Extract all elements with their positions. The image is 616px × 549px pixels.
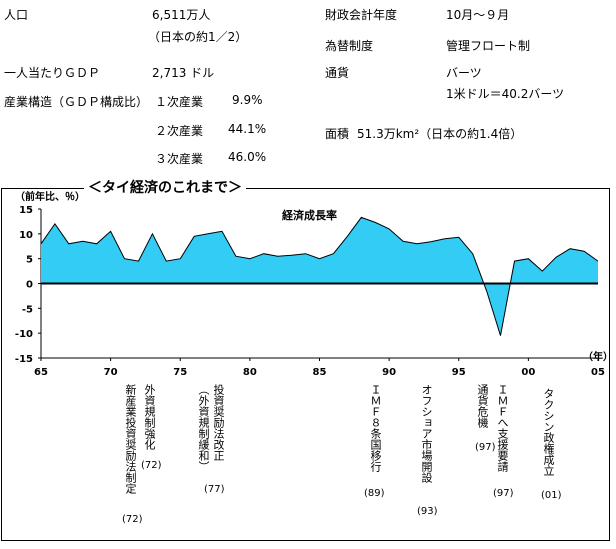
event-new-investment-law: 新産業投資奨励法制定 [124,384,137,494]
area-label: 面積 [325,127,350,141]
gdp-per-capita-value: 2,713 ドル [152,66,215,80]
x-tick-label: 70 [104,367,118,378]
event-imf-support-request-year: (97) [493,488,514,499]
event-currency-crisis: 通貨危機 [476,384,489,428]
event-investment-law-revision: 投資奨励法改正 [212,384,225,461]
gdp-per-capita-label: 一人当たりＧＤＰ [4,66,101,80]
growth-area [41,217,598,336]
x-tick-label: 90 [382,367,396,378]
event-investment-law-revision-year: (77) [204,484,225,495]
section-title: ＜タイ経済のこれまで＞ [84,177,246,197]
secondary-sector-label: ２次産業 [155,124,204,138]
x-tick-label: 95 [452,367,466,378]
exchange-regime-value: 管理フロート制 [446,39,531,53]
exchange-regime-label: 為替制度 [325,39,374,53]
secondary-sector-share: 44.1% [228,122,267,136]
event-thaksin-government: タクシン政権成立 [542,388,555,476]
currency-value: バーツ [446,66,482,80]
primary-sector-share: 9.9% [232,93,263,107]
chart-frame [1,188,610,541]
event-new-investment-law-year: (72) [122,514,143,525]
x-tick-label: 00 [521,367,535,378]
x-tick-label: 75 [173,367,187,378]
event-offshore-market-year: (93) [417,506,438,517]
y-tick-label: -10 [15,329,33,340]
event-currency-crisis-year: (97) [475,442,496,453]
growth-line [40,216,599,336]
population-value: 6,511万人 [152,8,211,22]
event-imf-article8: ＩＭＦ８条国移行 [369,384,382,472]
x-tick-label: 80 [243,367,257,378]
tertiary-sector-label: ３次産業 [155,152,204,166]
x-tick-label: 65 [34,367,48,378]
event-foreign-capital-tightening: 外資規制強化 [143,384,156,450]
y-tick-label: 10 [19,230,33,241]
y-tick-label: 5 [26,255,33,266]
event-imf-support-request: ＩＭＦへ支援要請 [496,384,509,472]
y-tick-label: -5 [22,304,33,315]
y-tick-label: -15 [15,354,33,365]
y-tick-label: 0 [26,280,33,291]
fiscal-year-value: 10月～９月 [446,8,510,22]
event-foreign-capital-easing: （外資規制緩和） [197,384,210,472]
x-tick-label: 85 [313,367,327,378]
y-tick-label: 15 [19,205,33,216]
primary-sector-label: １次産業 [155,95,204,109]
tertiary-sector-share: 46.0% [228,150,267,164]
currency-label: 通貨 [325,66,350,80]
y-tick-labels: 15 10 5 0 -5 -10 -15 [15,205,41,365]
currency-rate: 1米ドル＝40.2バーツ [446,87,565,101]
y-axis-label: （前年比、％） [15,190,85,203]
event-foreign-capital-tightening-year: (72) [141,460,162,471]
population-note: （日本の約1／2） [148,30,248,44]
population-label: 人口 [4,8,29,22]
event-offshore-market: オフショア市場開設 [420,384,433,483]
x-tick-labels: 65 70 75 80 85 90 95 00 05 [34,358,605,378]
industry-structure-label: 産業構造（ＧＤＰ構成比） [4,95,149,109]
event-imf-article8-year: (89) [364,488,385,499]
area-value: 51.3万km²（日本の約1.4倍） [357,127,523,141]
x-tick-label: 05 [591,367,605,378]
x-axis-label: （年） [583,350,613,363]
fiscal-year-label: 財政会計年度 [325,8,398,22]
chart-title: 経済成長率 [282,208,337,222]
event-thaksin-government-year: (01) [541,490,562,501]
